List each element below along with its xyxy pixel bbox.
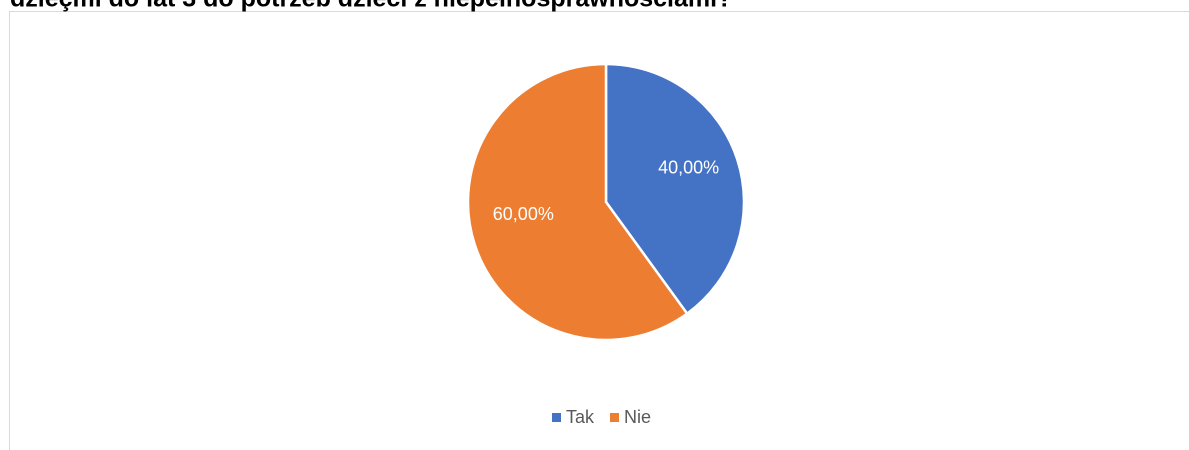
chart-border bbox=[9, 11, 1189, 450]
data-label: 40,00% bbox=[658, 157, 719, 177]
chart-title: dzieçmi do lat 3 do potrzeb dzieci z nie… bbox=[10, 0, 732, 13]
pie-slice bbox=[604, 62, 746, 316]
legend-swatch bbox=[610, 413, 619, 422]
legend-swatch bbox=[552, 413, 561, 422]
legend-label: Nie bbox=[624, 407, 651, 427]
data-label: 60,00% bbox=[493, 204, 554, 224]
pie-slice bbox=[466, 62, 689, 342]
legend-label: Tak bbox=[566, 407, 595, 427]
